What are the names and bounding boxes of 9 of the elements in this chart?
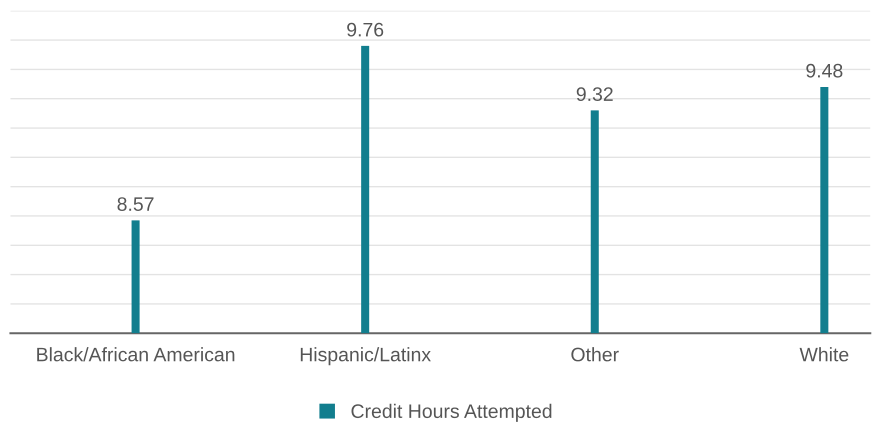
- data-label: 8.57: [118, 197, 154, 211]
- x-tick-label: Hispanic/Latinx: [300, 347, 431, 366]
- data-label: 9.76: [347, 22, 384, 37]
- x-tick-label: Other: [571, 347, 619, 362]
- legend-label: Credit Hours Attempted: [352, 404, 552, 422]
- data-label: 9.48: [806, 64, 842, 78]
- data-label: 9.32: [576, 87, 613, 102]
- x-tick-label: Black/African American: [37, 347, 234, 362]
- x-tick-label: White: [800, 347, 848, 362]
